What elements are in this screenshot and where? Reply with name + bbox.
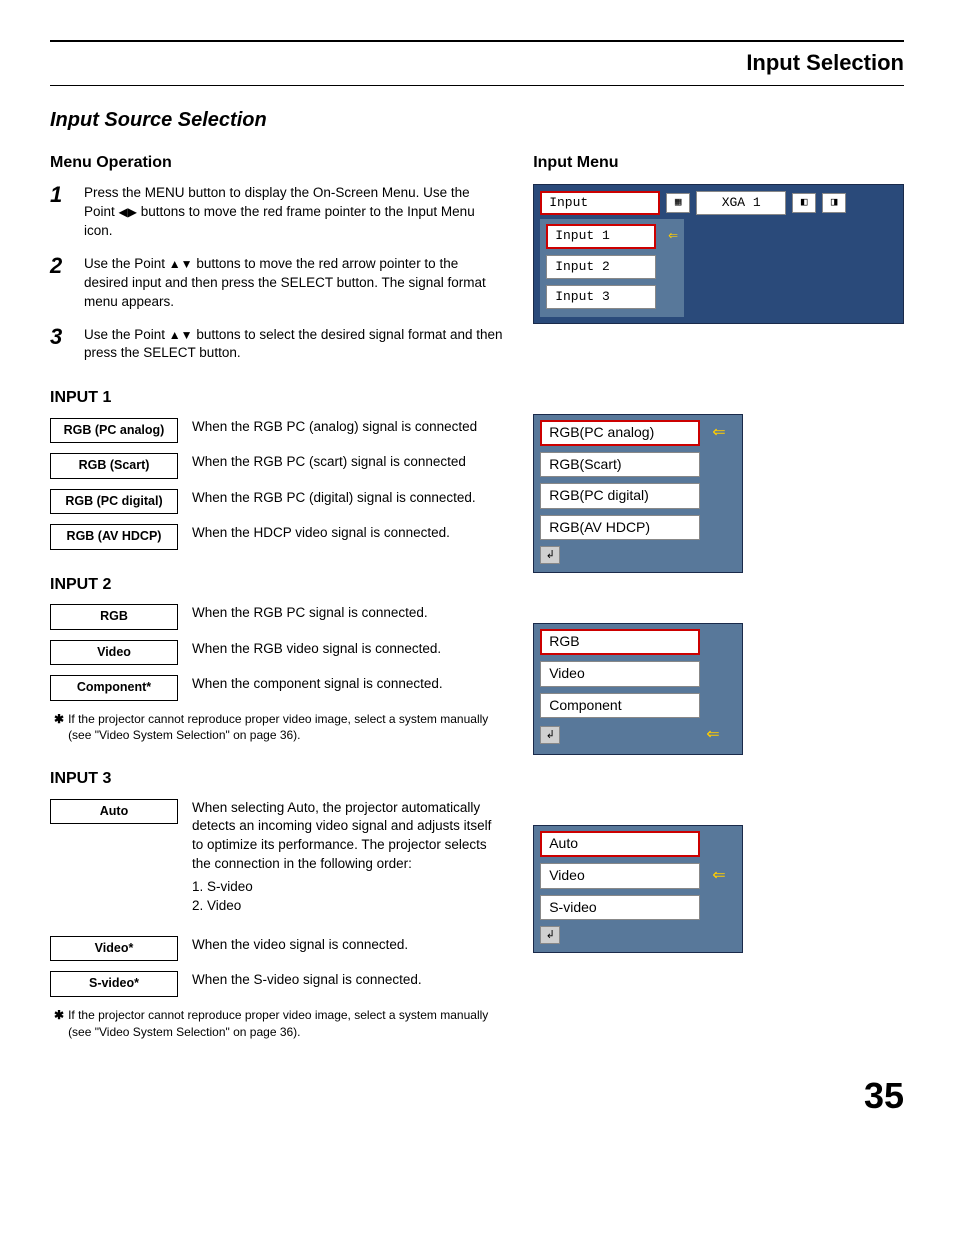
left-column: Menu Operation 1 Press the MENU button t… [50, 144, 503, 1041]
osd-item: RGB(Scart) [540, 452, 700, 478]
option-desc: When selecting Auto, the projector autom… [192, 799, 503, 926]
input2-opt-row: Video When the RGB video signal is conne… [50, 640, 503, 666]
osd-item: Auto [540, 831, 700, 857]
input1-heading: INPUT 1 [50, 387, 503, 409]
arrow-icon: ⇐ [668, 225, 678, 247]
option-label: RGB [50, 604, 178, 630]
nav-icon: ◨ [822, 193, 846, 213]
step-text: Use the Point ▲▼ buttons to move the red… [84, 255, 503, 312]
option-desc: When the component signal is connected. [192, 675, 503, 694]
option-desc: When the HDCP video signal is connected. [192, 524, 503, 543]
option-desc: When the RGB PC (scart) signal is connec… [192, 453, 503, 472]
option-label: RGB (Scart) [50, 453, 178, 479]
rule-top [50, 40, 904, 42]
input-menu-heading: Input Menu [533, 152, 904, 174]
step-text: Press the MENU button to display the On-… [84, 184, 503, 241]
input2-opt-row: Component* When the component signal is … [50, 675, 503, 701]
osd-item: RGB [540, 629, 700, 655]
input2-footnote: ✱ If the projector cannot reproduce prop… [54, 711, 503, 745]
input2-heading: INPUT 2 [50, 574, 503, 596]
arrow-icon: ⇐ [712, 865, 725, 887]
osd-item: Input 1 [546, 224, 656, 248]
option-desc: When the RGB video signal is connected. [192, 640, 503, 659]
option-label: S-video* [50, 971, 178, 997]
star-icon: ✱ [54, 711, 64, 745]
step-2: 2 Use the Point ▲▼ buttons to move the r… [50, 255, 503, 312]
step-number: 2 [50, 255, 70, 312]
right-column: Input Menu Input ▦ XGA 1 ◧ ◨ Input 1 ⇐ In… [533, 144, 904, 1041]
arrow-icon: ⇐ [712, 422, 725, 444]
option-label: Video [50, 640, 178, 666]
star-icon: ✱ [54, 1007, 64, 1041]
back-icon: ↲ [540, 926, 560, 944]
back-icon: ↲ [540, 726, 560, 744]
step-number: 1 [50, 184, 70, 241]
osd-item: Video [540, 661, 700, 687]
option-desc: When the S-video signal is connected. [192, 971, 503, 990]
page-header: Input Selection [50, 48, 904, 85]
osd-header-row: Input ▦ XGA 1 ◧ ◨ [540, 191, 897, 215]
back-icon: ↲ [540, 546, 560, 564]
osd-item: RGB(PC analog) [540, 420, 700, 446]
osd-item: RGB(PC digital) [540, 483, 700, 509]
section-title: Input Source Selection [50, 106, 904, 134]
input2-opt-row: RGB When the RGB PC signal is connected. [50, 604, 503, 630]
projector-icon: ▦ [666, 193, 690, 213]
osd-input2-list: RGB Video Component ↲ ⇐ [533, 623, 743, 755]
input1-opt-row: RGB (PC digital) When the RGB PC (digita… [50, 489, 503, 515]
arrow-glyph: ▲▼ [169, 257, 193, 271]
page-number: 35 [50, 1071, 904, 1121]
step-3: 3 Use the Point ▲▼ buttons to select the… [50, 326, 503, 364]
option-label: Auto [50, 799, 178, 825]
osd-item: RGB(AV HDCP) [540, 515, 700, 541]
option-label: RGB (AV HDCP) [50, 524, 178, 550]
osd-item: Video [540, 863, 700, 889]
menu-operation-heading: Menu Operation [50, 152, 503, 174]
option-desc: When the video signal is connected. [192, 936, 503, 955]
osd-item: Component [540, 693, 700, 719]
arrow-glyph: ◀▶ [119, 205, 137, 219]
input3-footnote: ✱ If the projector cannot reproduce prop… [54, 1007, 503, 1041]
rule-under-header [50, 85, 904, 86]
option-label: RGB (PC analog) [50, 418, 178, 444]
input3-opt-row: Video* When the video signal is connecte… [50, 936, 503, 962]
osd-item: S-video [540, 895, 700, 921]
option-desc: When the RGB PC (digital) signal is conn… [192, 489, 503, 508]
step-text: Use the Point ▲▼ buttons to select the d… [84, 326, 503, 364]
option-desc: When the RGB PC signal is connected. [192, 604, 503, 623]
arrow-icon: ⇐ [706, 724, 719, 746]
osd-input-menu: Input ▦ XGA 1 ◧ ◨ Input 1 ⇐ Input 2 Input… [533, 184, 904, 324]
input3-auto-row: Auto When selecting Auto, the projector … [50, 799, 503, 926]
auto-order-list: 1. S-video 2. Video [192, 878, 503, 916]
osd-input1-list: RGB(PC analog) ⇐ RGB(Scart) RGB(PC digita… [533, 414, 743, 573]
osd-title-cell: Input [540, 191, 660, 215]
input1-opt-row: RGB (AV HDCP) When the HDCP video signal… [50, 524, 503, 550]
nav-icon: ◧ [792, 193, 816, 213]
osd-mode-cell: XGA 1 [696, 191, 786, 215]
input3-opt-row: S-video* When the S-video signal is conn… [50, 971, 503, 997]
osd-input3-list: Auto Video ⇐ S-video ↲ [533, 825, 743, 953]
input3-heading: INPUT 3 [50, 768, 503, 790]
osd-input-list: Input 1 ⇐ Input 2 Input 3 [540, 219, 684, 317]
step-1: 1 Press the MENU button to display the O… [50, 184, 503, 241]
arrow-glyph: ▲▼ [169, 328, 193, 342]
option-label: Video* [50, 936, 178, 962]
option-label: RGB (PC digital) [50, 489, 178, 515]
step-number: 3 [50, 326, 70, 364]
osd-item: Input 3 [546, 285, 656, 309]
osd-item: Input 2 [546, 255, 656, 279]
input1-opt-row: RGB (PC analog) When the RGB PC (analog)… [50, 418, 503, 444]
option-label: Component* [50, 675, 178, 701]
input1-opt-row: RGB (Scart) When the RGB PC (scart) sign… [50, 453, 503, 479]
option-desc: When the RGB PC (analog) signal is conne… [192, 418, 503, 437]
